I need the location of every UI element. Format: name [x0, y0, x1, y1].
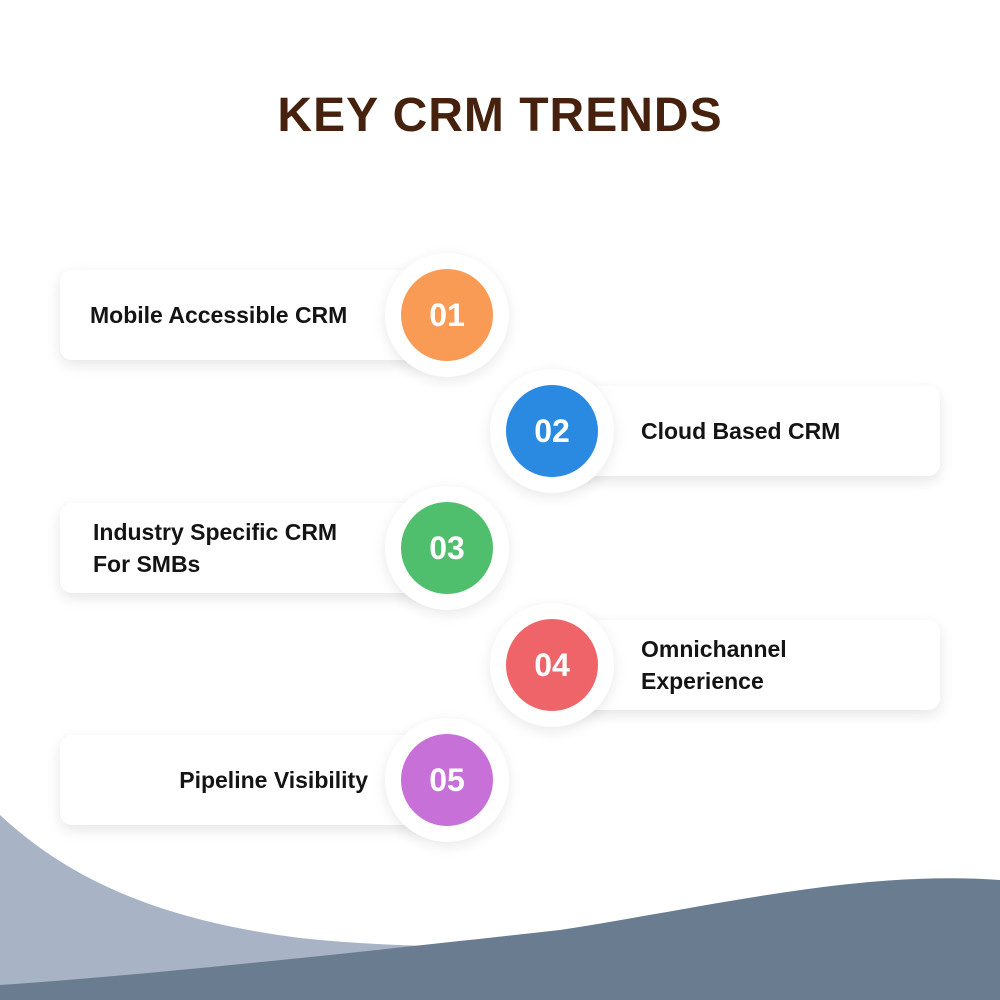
- trend-badge-03: 03: [401, 502, 493, 594]
- trend-card-02: [555, 386, 940, 476]
- trend-badge-01: 01: [401, 269, 493, 361]
- trend-label-05: Pipeline Visibility: [179, 766, 368, 793]
- page-title: KEY CRM TRENDS: [277, 89, 723, 142]
- trend-label-02: Cloud Based CRM: [641, 417, 841, 444]
- dark-wave: [0, 878, 1000, 1000]
- trend-badge-02: 02: [506, 385, 598, 477]
- trend-label-04: Omnichannel Experience: [641, 635, 787, 694]
- trend-badge-05: 05: [401, 734, 493, 826]
- trend-label-03: Industry Specific CRM For SMBs: [93, 518, 338, 577]
- trend-badge-04: 04: [506, 619, 598, 711]
- trend-card-04: [555, 620, 940, 710]
- trend-label-01: Mobile Accessible CRM: [90, 301, 348, 328]
